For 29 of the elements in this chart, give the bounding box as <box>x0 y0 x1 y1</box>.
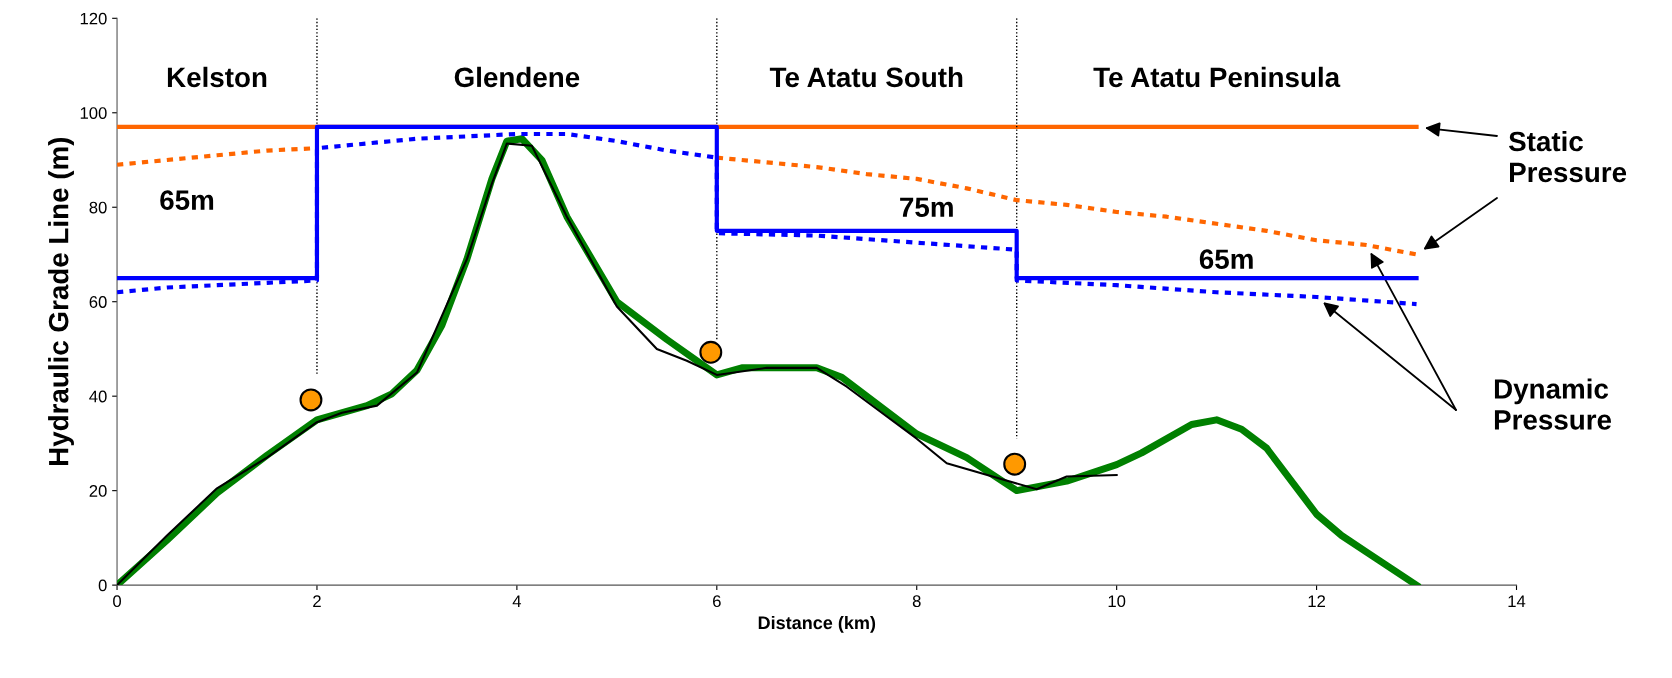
y-tick-label: 120 <box>80 12 107 25</box>
x-tick-label: 0 <box>113 595 122 608</box>
annotation: Static Pressure <box>1508 130 1627 183</box>
annotation: Kelston <box>167 66 267 88</box>
point <box>1003 452 1027 476</box>
x-tick-label: 4 <box>512 595 522 607</box>
annotation: 75m <box>900 197 953 218</box>
annotation: 65m <box>1199 249 1253 270</box>
annotation: Dynamic Pressure <box>1494 378 1612 430</box>
x-tick-label: 14 <box>1508 595 1526 607</box>
x-tick-label: 6 <box>713 595 721 608</box>
y-tick-label: 100 <box>80 107 107 119</box>
x-tick-label: 2 <box>313 595 321 607</box>
y-axis-title: Hydraulic Grade Line (m) <box>48 137 74 465</box>
x-tick-label: 8 <box>912 595 921 608</box>
y-tick-label: 20 <box>89 485 107 497</box>
annotation: Te Atatu South <box>769 66 963 88</box>
y-tick-label: 80 <box>89 201 107 214</box>
x-tick-label: 10 <box>1108 595 1126 608</box>
x-tick-label: 12 <box>1308 595 1326 607</box>
annotation: Glendene <box>454 66 580 88</box>
y-tick-label: 0 <box>98 579 107 592</box>
x-axis-title: Distance (km) <box>758 615 876 633</box>
annotation: 65m <box>160 190 214 210</box>
point <box>699 340 723 364</box>
y-tick-label: 60 <box>89 296 107 308</box>
annotation: Te Atatu Peninsula <box>1093 66 1341 88</box>
y-tick-label: 40 <box>89 390 107 403</box>
point <box>299 388 323 412</box>
